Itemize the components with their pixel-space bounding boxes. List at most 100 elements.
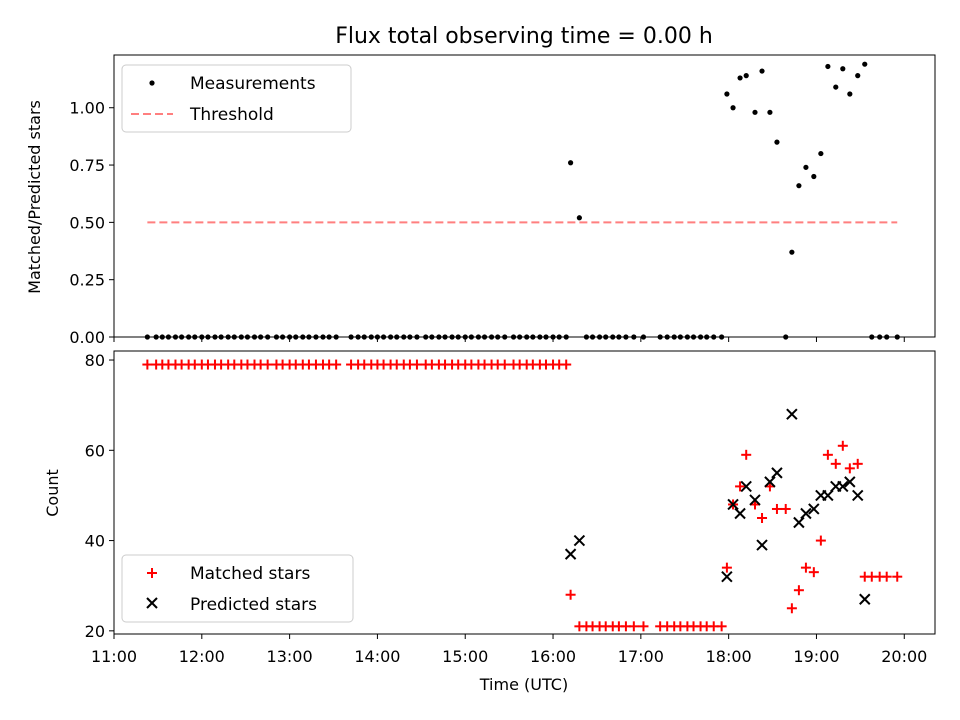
measurement-point <box>862 61 868 67</box>
bottom-ytick-label: 20 <box>85 622 105 641</box>
matched-star-point <box>808 567 819 578</box>
predicted-star-point <box>837 480 849 493</box>
predicted-star-point <box>734 507 746 520</box>
top-legend-box <box>121 64 352 133</box>
measurement-point <box>855 73 861 79</box>
measurement-point <box>811 173 817 180</box>
matched-star-point <box>822 449 833 460</box>
predicted-star-point <box>859 593 871 605</box>
bottom-legend-box <box>121 554 354 623</box>
measurement-point <box>818 150 824 157</box>
bottom-axes: 20 40 60 80 11:00 12:00 13:00 14:00 15:00 16:00 17… <box>85 350 936 666</box>
bottom-xlabel: Time (UTC) <box>479 675 568 694</box>
predicted-star-point <box>727 498 739 511</box>
measurement-point <box>803 164 809 170</box>
predicted-star-point <box>564 548 577 560</box>
bottom-xtick-label: 12:00 <box>179 647 225 666</box>
predicted-star-point <box>721 570 733 583</box>
legend-measurements-label: Measurements <box>190 74 316 94</box>
matched-star-point <box>892 571 903 582</box>
matched-star-point <box>793 585 804 596</box>
bottom-ylabel: Count <box>43 469 62 517</box>
matched-star-point <box>837 440 848 451</box>
top-ylabel: Matched/Predicted stars <box>25 100 44 294</box>
matched-star-point <box>565 589 576 600</box>
predicted-star-point <box>844 476 856 488</box>
predicted-star-point <box>764 476 776 488</box>
bottom-xtick-label: 14:00 <box>354 647 400 666</box>
top-ytick-label: 0.75 <box>69 156 105 175</box>
matched-star-point <box>815 535 826 546</box>
bottom-marks <box>142 359 903 632</box>
matched-star-point <box>721 562 732 573</box>
predicted-star-point <box>771 467 783 479</box>
top-axes: 0.00 0.25 0.50 0.75 1.00 <box>69 54 936 347</box>
legend-predicted-marker <box>146 597 158 609</box>
measurement-point <box>752 109 758 115</box>
measurement-point <box>847 91 853 97</box>
legend-matched-label: Matched stars <box>190 564 310 584</box>
top-legend: Measurements Threshold <box>121 64 352 133</box>
predicted-star-point <box>852 489 864 502</box>
measurement-point <box>833 84 839 90</box>
measurement-point <box>789 249 795 255</box>
predicted-star-point <box>793 516 805 529</box>
matched-star-point <box>757 513 768 524</box>
matched-star-point <box>638 621 649 632</box>
predicted-star-point <box>756 539 768 551</box>
top-ytick-label: 1.00 <box>69 99 105 118</box>
predicted-star-point <box>740 480 752 493</box>
legend-predicted-label: Predicted stars <box>190 595 317 615</box>
matched-star-point <box>499 359 510 370</box>
bottom-legend: Matched stars Predicted stars <box>121 554 354 623</box>
measurement-point <box>796 183 802 189</box>
bottom-xtick-label: 17:00 <box>618 647 664 666</box>
matched-star-point <box>780 503 791 514</box>
measurement-point <box>576 215 582 221</box>
matched-star-point <box>262 359 273 370</box>
measurement-point <box>767 109 773 115</box>
measurement-point <box>730 105 736 111</box>
matched-star-point <box>881 571 892 582</box>
top-ytick-label: 0.25 <box>69 271 105 290</box>
matched-star-point <box>142 359 153 370</box>
measurement-point <box>724 91 730 97</box>
matched-star-point <box>852 458 863 469</box>
top-panel: 0.00 0.25 0.50 0.75 1.00 Matched/Predicted s… <box>25 54 936 347</box>
bottom-ytick-label: 40 <box>85 532 105 551</box>
top-ytick-label: 0.50 <box>69 213 105 232</box>
bottom-xtick-label: 15:00 <box>442 647 488 666</box>
matched-star-point <box>628 621 639 632</box>
predicted-star-point <box>800 507 812 520</box>
legend-measurements-marker <box>149 80 155 86</box>
top-frame <box>113 54 936 338</box>
predicted-star-point <box>573 534 586 547</box>
matched-star-point <box>741 449 752 460</box>
bottom-xtick-label: 13:00 <box>267 647 313 666</box>
matched-star-point <box>331 359 342 370</box>
matched-star-point <box>735 481 746 492</box>
top-ytick-label: 0.00 <box>69 328 105 347</box>
matched-star-point <box>830 458 841 469</box>
bottom-xtick-label: 16:00 <box>530 647 576 666</box>
bottom-xtick-label: 19:00 <box>793 647 839 666</box>
matched-star-point <box>844 463 855 474</box>
matched-star-point <box>800 562 811 573</box>
measurement-point <box>759 68 765 74</box>
measurement-point <box>567 160 574 166</box>
bottom-ytick-label: 60 <box>85 441 105 460</box>
predicted-star-point <box>786 408 798 420</box>
bottom-panel: 20 40 60 80 11:00 12:00 13:00 14:00 15:00 16:00 17… <box>43 350 936 694</box>
bottom-frame <box>113 350 936 635</box>
bottom-ytick-label: 80 <box>85 351 105 370</box>
predicted-star-point <box>808 503 820 515</box>
bottom-xtick-label: 11:00 <box>91 647 137 666</box>
measurement-point <box>825 63 831 70</box>
bottom-xtick-label: 18:00 <box>706 647 752 666</box>
chart-title: Flux total observing time = 0.00 h <box>335 24 713 49</box>
measurement-point <box>774 139 780 145</box>
bottom-xtick-label: 20:00 <box>881 647 927 666</box>
legend-matched-marker <box>147 568 157 578</box>
measurement-point <box>743 73 749 79</box>
